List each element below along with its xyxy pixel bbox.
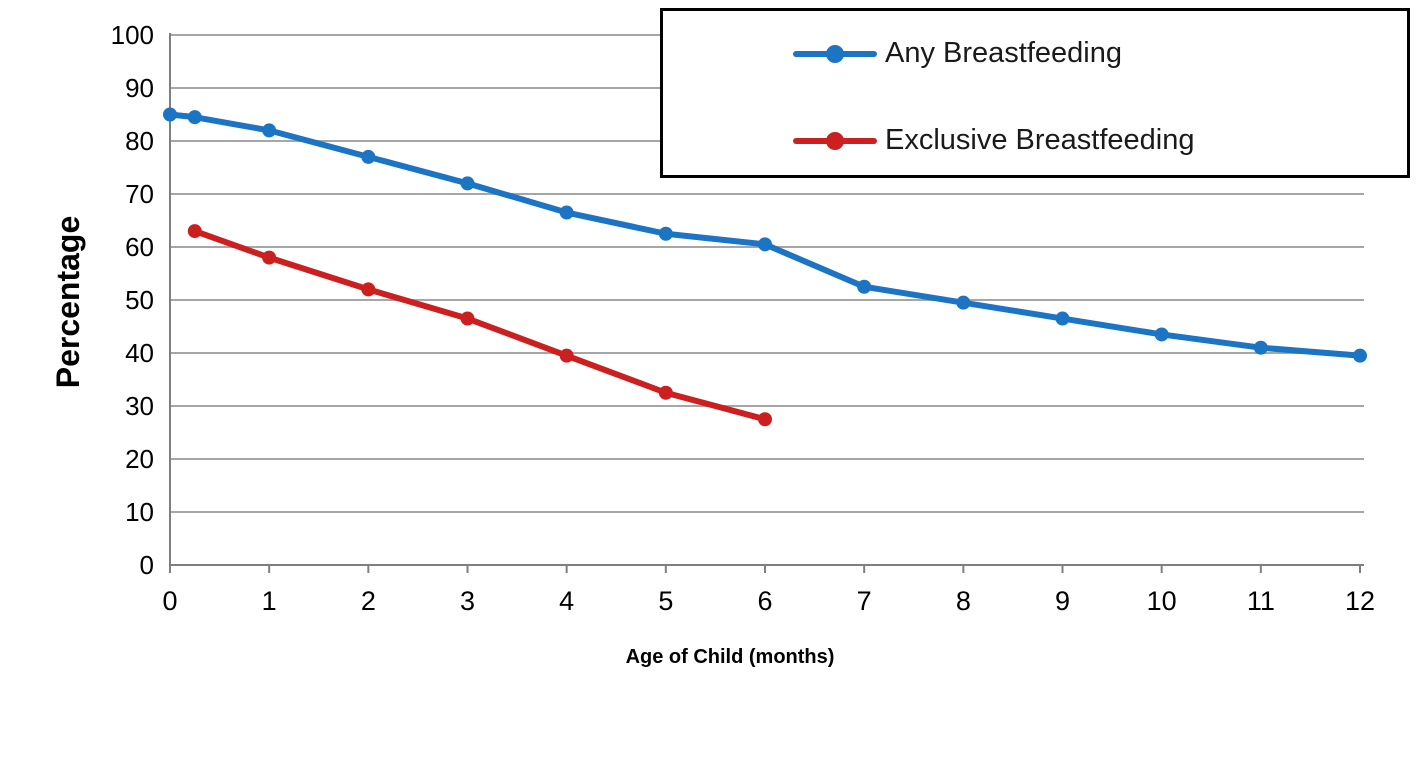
legend-item-any-breastfeeding: Any Breastfeeding — [793, 37, 1397, 70]
legend-line-marker-icon — [793, 131, 877, 150]
legend-item-exclusive-breastfeeding: Exclusive Breastfeeding — [793, 124, 1397, 157]
legend-line-marker-icon — [793, 44, 877, 63]
svg-text:9: 9 — [1055, 586, 1070, 616]
svg-text:30: 30 — [125, 391, 154, 421]
svg-text:20: 20 — [125, 444, 154, 474]
svg-text:40: 40 — [125, 338, 154, 368]
svg-text:70: 70 — [125, 179, 154, 209]
svg-text:80: 80 — [125, 126, 154, 156]
x-axis-title: Age of Child (months) — [625, 646, 835, 668]
svg-text:2: 2 — [361, 586, 376, 616]
svg-text:100: 100 — [111, 20, 154, 50]
svg-text:11: 11 — [1247, 586, 1275, 616]
legend-marker-blue — [826, 44, 844, 63]
svg-text:4: 4 — [559, 586, 574, 616]
y-axis-title: Percentage — [50, 215, 86, 389]
legend-label-any-breastfeeding: Any Breastfeeding — [885, 37, 1122, 69]
svg-text:0: 0 — [162, 586, 177, 616]
svg-text:90: 90 — [125, 73, 154, 103]
svg-text:10: 10 — [1147, 586, 1177, 616]
svg-text:7: 7 — [857, 586, 872, 616]
svg-text:5: 5 — [658, 586, 673, 616]
svg-text:12: 12 — [1345, 586, 1375, 616]
svg-text:10: 10 — [125, 497, 154, 527]
svg-text:0: 0 — [140, 550, 154, 580]
svg-text:60: 60 — [125, 232, 154, 262]
legend-label-exclusive-breastfeeding: Exclusive Breastfeeding — [885, 124, 1195, 156]
svg-text:50: 50 — [125, 285, 154, 315]
svg-text:6: 6 — [757, 586, 772, 616]
legend-marker-red — [826, 131, 844, 150]
svg-text:1: 1 — [262, 586, 277, 616]
legend: Any Breastfeeding Exclusive Breastfeedin… — [660, 8, 1410, 178]
svg-text:8: 8 — [956, 586, 971, 616]
svg-text:3: 3 — [460, 586, 475, 616]
